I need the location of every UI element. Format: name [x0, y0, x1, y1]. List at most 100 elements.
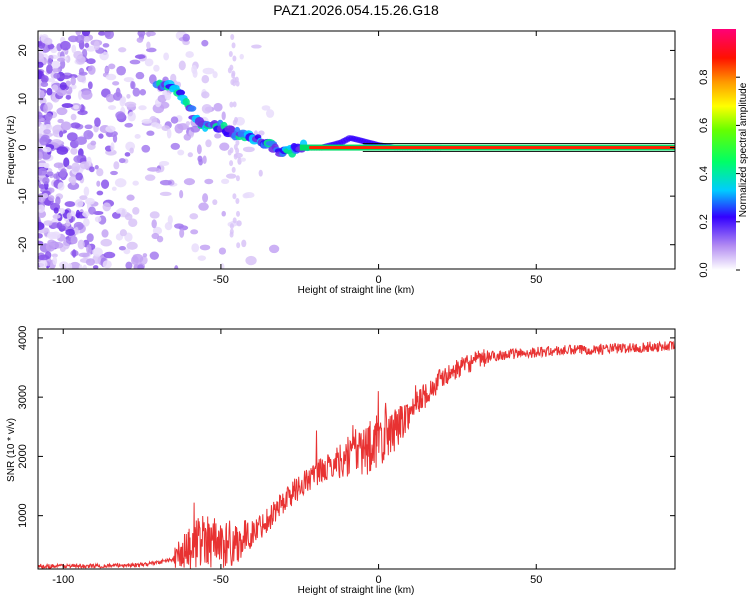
spectrogram-noise-blob [132, 207, 140, 215]
spectrogram-frame [37, 30, 676, 270]
spectrogram-noise-blob [94, 165, 99, 170]
spectrogram-noise-blob [87, 81, 93, 90]
spectrogram-noise-blob [134, 54, 146, 59]
spectrogram-noise-blob [124, 152, 131, 157]
spectrogram-noise-blob [178, 60, 186, 71]
spectrogram-noise-blob [70, 113, 77, 121]
spectrogram-noise-blob [132, 253, 144, 264]
spectrogram-noise-blob [70, 147, 78, 155]
spectrogram-noise-blob [178, 225, 189, 231]
spectrogram-noise-blob [105, 93, 115, 103]
spectrogram-noise-blob [152, 226, 163, 235]
spectrogram-noise-blob [84, 42, 90, 48]
spectrogram-noise-blob [166, 128, 172, 139]
spectrogram-noise-blob [232, 193, 237, 200]
spectrogram-noise-blob [39, 259, 48, 269]
spectrogram-noise-blob [149, 211, 160, 219]
spectrogram-noise-blob [183, 178, 196, 186]
spectrogram-y-tick-label: 20 [17, 44, 29, 56]
spectrogram-noise-blob [241, 239, 247, 248]
spectrogram-noise-blob [123, 248, 131, 255]
spectrogram-noise-blob [225, 173, 237, 179]
spectrogram-noise-blob [45, 242, 56, 252]
figure-title: PAZ1.2026.054.15.26.G18 [273, 2, 439, 18]
spectrogram-noise-blob [116, 65, 126, 76]
spectrogram-noise-blob [82, 264, 87, 269]
spectrogram-noise-blob [102, 43, 110, 48]
colorbar-ticks: 0.0 0.2 0.4 0.6 0.8 [698, 70, 740, 278]
spectrogram-noise-blob [236, 220, 242, 227]
spectrogram-noise-blob [40, 81, 49, 87]
spectrogram-noise-blob [138, 105, 147, 111]
spectrogram-noise-blob [229, 231, 234, 238]
spectrogram-noise-blob [119, 229, 127, 237]
spectrogram-noise-blob [239, 53, 244, 60]
spectrogram-noise-blob [191, 64, 198, 75]
spectrogram-noise-blob [98, 133, 104, 139]
spectrogram-noise-blob [39, 95, 45, 102]
snr-frame [37, 328, 676, 570]
spectrogram-noise-blob [111, 211, 121, 219]
spectrogram-noise-blob [52, 256, 58, 266]
spectrogram-noise-blob [174, 265, 179, 269]
spectrogram-noise-blob [221, 178, 230, 185]
spectrogram-noise-blob [59, 59, 66, 69]
spectrogram-noise-blob [202, 67, 215, 75]
spectrogram-noise-blob [261, 105, 271, 111]
snr-series-line [38, 340, 675, 569]
spectrogram-noise-blob [163, 52, 170, 61]
spectrogram-noise-blob [65, 228, 76, 236]
spectrogram-noise-blob [118, 246, 126, 251]
spectrogram-noise-blob [38, 111, 43, 120]
spectrogram-noise-blob [201, 74, 210, 84]
spectrogram-noise-blob [164, 92, 172, 101]
spectrogram-noise-blob [131, 81, 136, 90]
spectrogram-noise-blob [125, 261, 133, 269]
spectrogram-noise-blob [67, 262, 73, 269]
spectrogram-noise-blob [38, 184, 46, 189]
spectrogram-noise-blob [134, 133, 141, 139]
spectrogram-noise-blob [159, 179, 172, 186]
colorbar-tick-label: 0.2 [698, 214, 710, 229]
spectrogram-noise-blob [92, 247, 103, 257]
snr-x-axis-label: Height of straight line (km) [298, 585, 415, 596]
spectrogram-noise-blob [42, 193, 49, 199]
spectrogram-noise-blob [104, 31, 115, 40]
spectrogram-noise-blob [170, 116, 179, 124]
spectrogram-noise-blob [81, 31, 91, 37]
spectrogram-blobs [38, 31, 280, 269]
spectrogram-noise-blob [198, 158, 203, 166]
spectrogram-noise-blob [89, 166, 95, 173]
spectrogram-noise-blob [51, 231, 61, 240]
spectrogram-noise-blob [56, 222, 63, 230]
spectrogram-noise-blob [38, 61, 44, 68]
spectrogram-noise-blob [83, 218, 90, 227]
spectrogram-noise-blob [221, 111, 226, 121]
spectrogram-noise-blob [92, 265, 99, 269]
spectrogram-noise-blob [75, 34, 86, 44]
spectrogram-noise-blob [229, 223, 234, 230]
spectrogram-noise-blob [86, 233, 94, 242]
spectrogram-noise-blob [214, 133, 222, 139]
spectrogram-noise-blob [266, 109, 275, 118]
spectrogram-noise-blob [251, 44, 262, 49]
spectrogram-noise-blob [70, 236, 78, 244]
spectrogram-noise-blob [59, 208, 65, 215]
spectrogram-noise-blob [135, 71, 145, 80]
spectrogram-noise-blob [268, 244, 280, 254]
spectrogram-noise-blob [196, 144, 202, 155]
spectrogram-noise-blob [201, 91, 210, 99]
spectrogram-noise-blob [64, 201, 76, 207]
spectrogram-noise-blob [236, 242, 241, 249]
spectrogram-noise-blob [212, 199, 218, 206]
spectrogram-noise-blob [66, 212, 72, 220]
spectrogram-noise-blob [221, 210, 226, 217]
spectrogram-noise-blob [115, 209, 122, 214]
snr-x-tick-label: -100 [52, 574, 74, 586]
spectrogram-noise-blob [258, 130, 265, 136]
spectrogram-noise-blob [124, 101, 137, 108]
spectrogram-noise-blob [108, 63, 116, 70]
spectrogram-noise-blob [38, 151, 44, 161]
spectrogram-noise-blob [132, 180, 139, 186]
